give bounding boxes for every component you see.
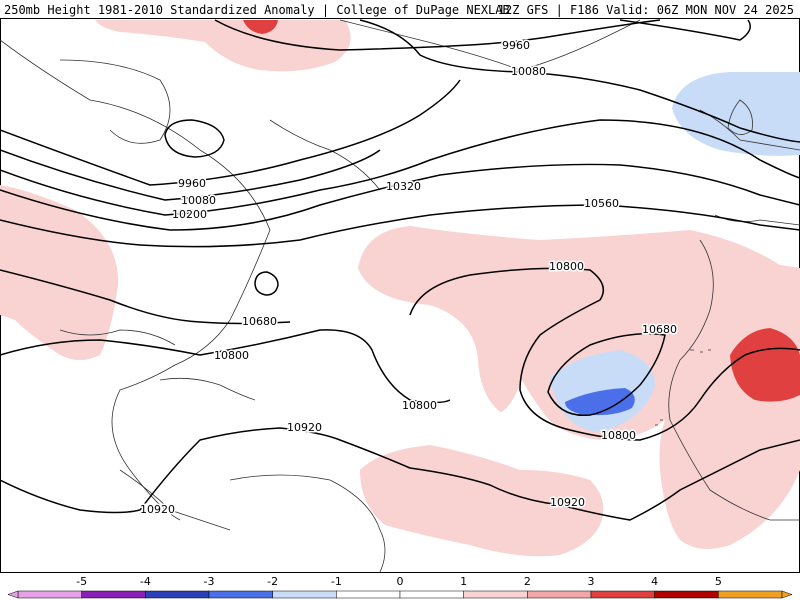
contour-10320 — [0, 163, 800, 231]
contour-label-10680-east: 10680 — [642, 323, 677, 336]
anomaly-strong-negative-atlantic — [565, 388, 635, 416]
anomaly-negative-europe — [672, 72, 800, 156]
coastline-hudson — [59, 59, 171, 144]
contour-10080-west — [0, 149, 381, 201]
contour-label-10800-southeast: 10800 — [601, 429, 636, 442]
colorbar-tick-label: -5 — [76, 575, 87, 588]
colorbar-tick-label: 5 — [715, 575, 722, 588]
contour-label-10920-west: 10920 — [287, 421, 322, 434]
contour-10680 — [0, 269, 291, 325]
colorbar-tick-label: -2 — [267, 575, 278, 588]
coastline-south-america — [229, 474, 386, 573]
colorbar-segment — [590, 590, 655, 599]
contour-9960-west — [0, 79, 461, 186]
coastline-central-america — [119, 469, 231, 531]
coastline-uk — [727, 99, 753, 135]
contour-label-10320: 10320 — [386, 180, 421, 193]
contour-label-10080-north: 10080 — [511, 65, 546, 78]
coastline-europe — [699, 109, 800, 151]
anomaly-positive-south-america — [360, 445, 604, 557]
contour-label-10560: 10560 — [584, 197, 619, 210]
contour-label-10080-west: 10080 — [181, 194, 216, 207]
contour-10200 — [0, 119, 800, 216]
colorbar-tick-label: 1 — [460, 575, 467, 588]
contour-labels: 9960 10080 9960 10080 10200 10320 10560 … — [139, 38, 679, 518]
colorbar-tick-label: 2 — [524, 575, 531, 588]
colorbar-segment — [399, 590, 464, 599]
contour-label-10920-east: 10920 — [550, 496, 585, 509]
colorbar-tick-label: 4 — [651, 575, 658, 588]
model-run-info: 12Z GFS | F186 Valid: 06Z MON NOV 24 202… — [497, 3, 794, 17]
colorbar-segment — [718, 590, 783, 599]
anomaly-positive-west-us — [0, 185, 119, 360]
contour-label-10920-south: 10920 — [140, 503, 175, 516]
anomaly-strong-positive-africa — [730, 328, 800, 402]
colorbar-tick-label: 3 — [588, 575, 595, 588]
contour-label-10200: 10200 — [172, 208, 207, 221]
colorbar-segment — [527, 590, 592, 599]
colorbar-segment — [272, 590, 337, 599]
coastline-cape-verde — [655, 419, 663, 426]
contour-9960-north — [214, 19, 661, 51]
coastline-labrador — [269, 119, 381, 191]
height-contours — [0, 19, 800, 521]
coastline-cuba — [159, 377, 256, 401]
colorbar-segment — [145, 590, 210, 599]
contour-10920 — [0, 427, 800, 521]
contour-label-10800-mid: 10800 — [402, 399, 437, 412]
colorbar: -5 -4 -3 -2 -1 0 1 2 3 4 5 — [7, 575, 793, 599]
colorbar-segment — [463, 590, 528, 599]
anomaly-positive-greenland — [95, 20, 351, 72]
colorbar-max-arrow — [781, 590, 793, 599]
contour-label-10680-west: 10680 — [242, 315, 277, 328]
coastline-west-africa — [668, 239, 800, 521]
contour-10080-north — [359, 19, 800, 143]
colorbar-tick-label: -4 — [140, 575, 151, 588]
contour-label-10800-east: 10800 — [549, 260, 584, 273]
coastline-canary-islands — [690, 349, 711, 353]
contour-10800-main — [0, 329, 451, 404]
contour-label-10800-west: 10800 — [214, 349, 249, 362]
anomaly-shading — [0, 20, 800, 557]
contour-ring-northeast — [619, 19, 751, 41]
colorbar-segment — [654, 590, 719, 599]
colorbar-tick-label: 0 — [397, 575, 404, 588]
colorbar-segment — [208, 590, 273, 599]
colorbar-min-arrow — [7, 590, 19, 599]
colorbar-tick-label: -3 — [204, 575, 215, 588]
anomaly-strong-positive-greenland — [243, 20, 278, 34]
coastline-gulf-coast — [59, 329, 176, 346]
coastline-north-america — [0, 39, 271, 521]
colorbar-tick-label: -1 — [331, 575, 342, 588]
contour-closed-low-canada — [164, 119, 225, 158]
contour-10800-ridge — [409, 267, 800, 441]
coastlines — [0, 19, 800, 573]
colorbar-segment — [17, 590, 82, 599]
contour-label-9960-west: 9960 — [178, 177, 206, 190]
contour-10680-east — [547, 333, 666, 417]
contour-small-closed — [254, 271, 279, 296]
contour-label-9960-north: 9960 — [502, 39, 530, 52]
coastline-greenland — [339, 19, 641, 71]
contour-10560 — [0, 204, 800, 248]
colorbar-segment — [81, 590, 146, 599]
colorbar-segment — [336, 590, 401, 599]
map-title: 250mb Height 1981-2010 Standardized Anom… — [4, 3, 510, 17]
